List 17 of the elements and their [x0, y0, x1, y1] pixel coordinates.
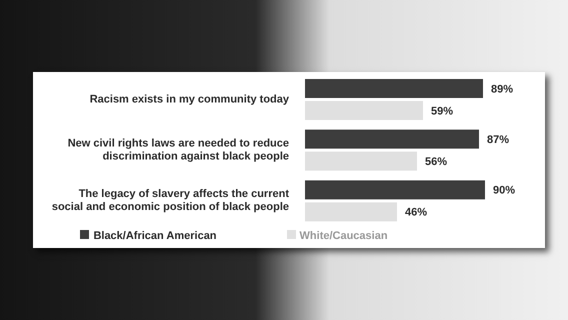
- bar: [305, 152, 417, 171]
- y-tick-label: Racism exists in my community today: [90, 93, 290, 106]
- legend-label: Black/African American: [93, 230, 217, 242]
- bar: [305, 202, 397, 222]
- data-label: 87%: [487, 134, 510, 146]
- bar: [305, 130, 479, 149]
- y-tick-label: The legacy of slavery affects the current social and economic position of black people: [52, 188, 290, 214]
- bar: [305, 79, 483, 98]
- data-label: 46%: [405, 206, 428, 219]
- data-label: 89%: [491, 83, 514, 96]
- data-label: 90%: [493, 184, 516, 197]
- y-tick-label: New civil rights laws are needed to reduce discrimination against black people: [68, 137, 289, 162]
- data-label: 59%: [431, 105, 454, 118]
- bar: [305, 180, 485, 200]
- data-label: 56%: [425, 156, 448, 168]
- bar: [305, 101, 423, 120]
- legend-label: White/Caucasian: [300, 230, 388, 242]
